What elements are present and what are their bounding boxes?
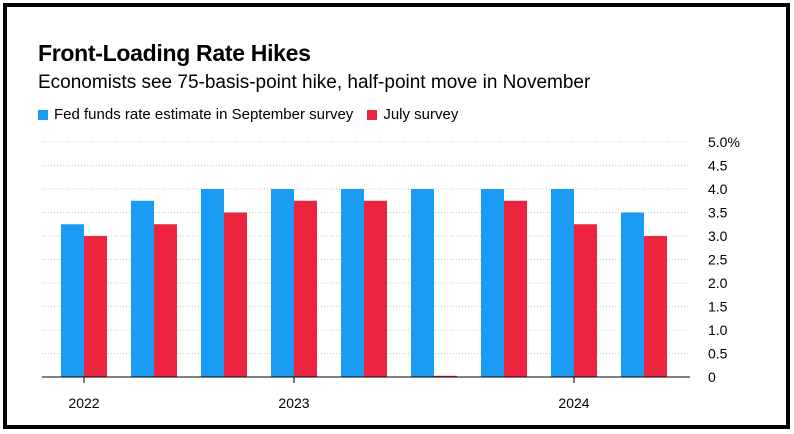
- legend-label-july: July survey: [383, 106, 459, 123]
- y-tick-label: 3.5: [708, 205, 728, 221]
- bar-july: [644, 236, 667, 377]
- bar-july: [364, 200, 387, 377]
- chart-title: Front-Loading Rate Hikes: [38, 40, 311, 66]
- legend-swatch-september: [38, 109, 48, 120]
- bar-july: [154, 224, 177, 377]
- bar-july: [434, 375, 457, 377]
- y-tick-label: 4.5: [708, 158, 728, 174]
- x-tick-label: 2022: [68, 395, 99, 411]
- chart-subtitle: Economists see 75-basis-point hike, half…: [38, 72, 591, 93]
- y-tick-label: 4.0: [708, 181, 728, 197]
- x-tick-label: 2024: [558, 395, 589, 411]
- bar-september: [551, 189, 574, 377]
- y-tick-label: 0: [708, 369, 716, 385]
- bar-september: [271, 189, 294, 377]
- y-tick-label: 1.5: [708, 299, 728, 315]
- bar-july: [224, 212, 247, 377]
- bar-september: [411, 189, 434, 377]
- bar-september: [621, 212, 644, 377]
- y-tick-label: 1.0: [708, 322, 728, 338]
- bar-july: [294, 200, 317, 377]
- y-tick-label: 0.5: [708, 346, 728, 362]
- bar-september: [61, 224, 84, 377]
- chart-legend: Fed funds rate estimate in September sur…: [38, 106, 472, 123]
- legend-item-september: Fed funds rate estimate in September sur…: [38, 106, 353, 123]
- y-tick-label: 2.5: [708, 252, 728, 268]
- y-tick-label: 3.0: [708, 228, 728, 244]
- legend-swatch-july: [367, 109, 378, 120]
- bar-september: [341, 189, 364, 377]
- y-tick-label: 5.0%: [708, 134, 740, 150]
- y-tick-label: 2.0: [708, 275, 728, 291]
- bar-september: [481, 189, 504, 377]
- bar-july: [84, 236, 107, 377]
- bar-july: [574, 224, 597, 377]
- bar-july: [504, 200, 527, 377]
- x-tick-label: 2023: [278, 395, 309, 411]
- legend-item-july: July survey: [367, 106, 458, 123]
- bar-september: [131, 200, 154, 377]
- legend-label-september: Fed funds rate estimate in September sur…: [54, 106, 354, 123]
- bar-september: [201, 189, 224, 377]
